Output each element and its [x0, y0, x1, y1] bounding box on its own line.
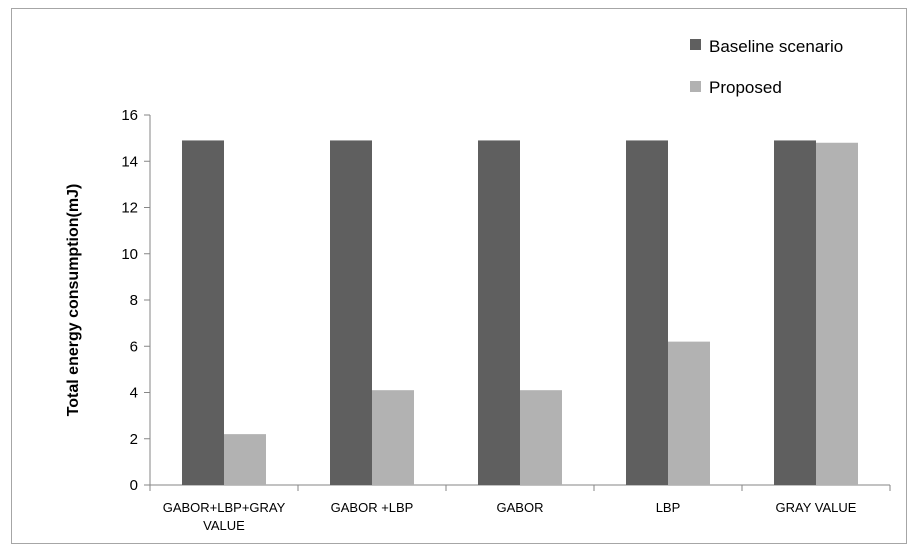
bar-baseline — [478, 140, 520, 485]
chart-frame — [11, 8, 907, 544]
y-tick-label: 4 — [130, 385, 138, 402]
y-axis-label: Total energy consumption(mJ) — [65, 184, 82, 417]
y-tick-label: 8 — [130, 292, 138, 309]
y-tick-label: 0 — [130, 477, 138, 494]
x-category-label: GABOR+LBP+GRAY — [163, 500, 286, 515]
y-tick-label: 14 — [121, 153, 138, 170]
y-tick-label: 12 — [121, 200, 138, 217]
x-category-label: LBP — [656, 500, 681, 515]
bar-baseline — [626, 140, 668, 485]
bar-baseline — [774, 140, 816, 485]
bar-proposed — [668, 341, 710, 485]
y-tick-label: 10 — [121, 246, 138, 263]
bars — [182, 140, 858, 485]
legend-label-baseline: Baseline scenario — [709, 37, 843, 56]
ticks: 0 2 4 6 8 10 12 14 16 GABOR+LBP+GRAY VALUE GABOR +L… — [121, 107, 891, 533]
x-category-label: GABOR +LBP — [331, 500, 414, 515]
y-tick-label: 2 — [130, 431, 138, 448]
bar-proposed — [224, 434, 266, 485]
legend: Baseline scenario Proposed — [690, 37, 843, 97]
bar-proposed — [372, 390, 414, 485]
bar-proposed — [816, 142, 858, 485]
legend-swatch-baseline — [690, 39, 701, 50]
legend-swatch-proposed — [690, 81, 701, 92]
y-tick-label: 16 — [121, 107, 138, 124]
bar-proposed — [520, 390, 562, 485]
bar-baseline — [182, 140, 224, 485]
x-category-label: GRAY VALUE — [776, 500, 857, 515]
y-tick-label: 6 — [130, 338, 138, 355]
x-category-label: GABOR — [497, 500, 544, 515]
bar-baseline — [330, 140, 372, 485]
x-category-label: VALUE — [203, 518, 245, 533]
legend-label-proposed: Proposed — [709, 78, 782, 97]
